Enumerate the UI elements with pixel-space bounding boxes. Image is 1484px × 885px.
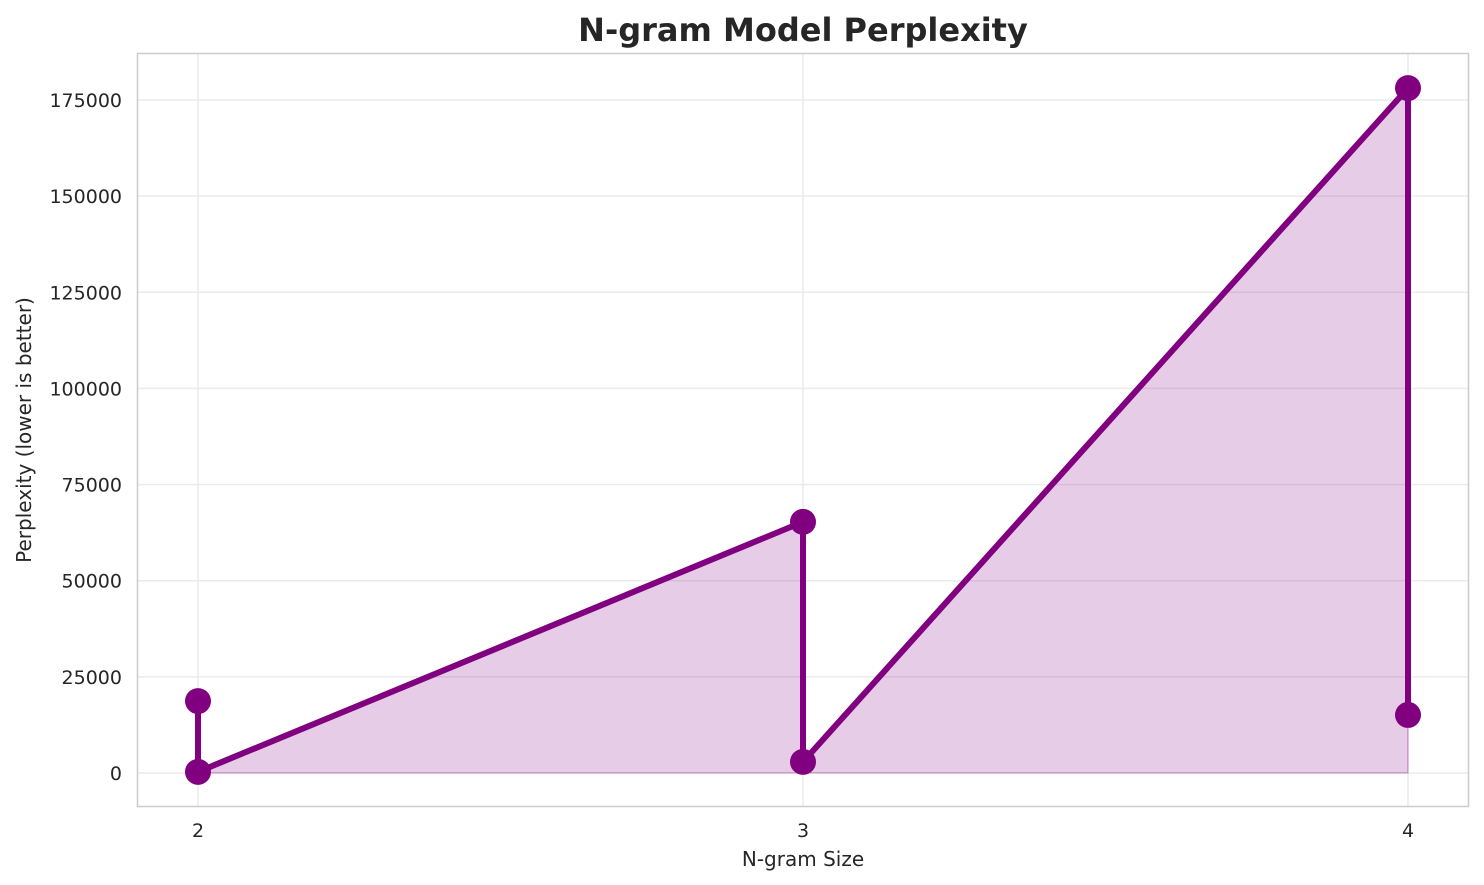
y-tick-label: 50000 (62, 571, 122, 593)
y-tick-label: 125000 (49, 282, 122, 304)
chart-title: N-gram Model Perplexity (578, 11, 1028, 49)
y-axis-ticks: 0 25000 50000 75000 100000 125000 150000 175000 (49, 90, 122, 785)
plot-frame (136, 52, 1470, 808)
data-markers (185, 75, 1421, 785)
y-tick-label: 150000 (49, 186, 122, 208)
x-axis-ticks: 2 3 4 (192, 820, 1414, 842)
y-axis-label: Perplexity (lower is better) (12, 297, 36, 563)
y-tick-label: 175000 (49, 90, 122, 112)
data-point-marker (1395, 701, 1421, 728)
y-tick-label: 75000 (62, 475, 122, 497)
x-axis-label: N-gram Size (742, 847, 864, 871)
data-point-marker (790, 508, 816, 535)
data-point-marker (185, 688, 211, 715)
x-tick-label: 2 (192, 820, 204, 842)
y-tick-label: 0 (110, 763, 122, 785)
y-tick-label: 100000 (49, 378, 122, 400)
y-tick-label: 25000 (62, 667, 122, 689)
data-point-marker (790, 748, 816, 775)
x-tick-label: 3 (797, 820, 809, 842)
data-point-marker (1395, 75, 1421, 102)
data-point-marker (185, 758, 211, 785)
x-tick-label: 4 (1402, 820, 1414, 842)
